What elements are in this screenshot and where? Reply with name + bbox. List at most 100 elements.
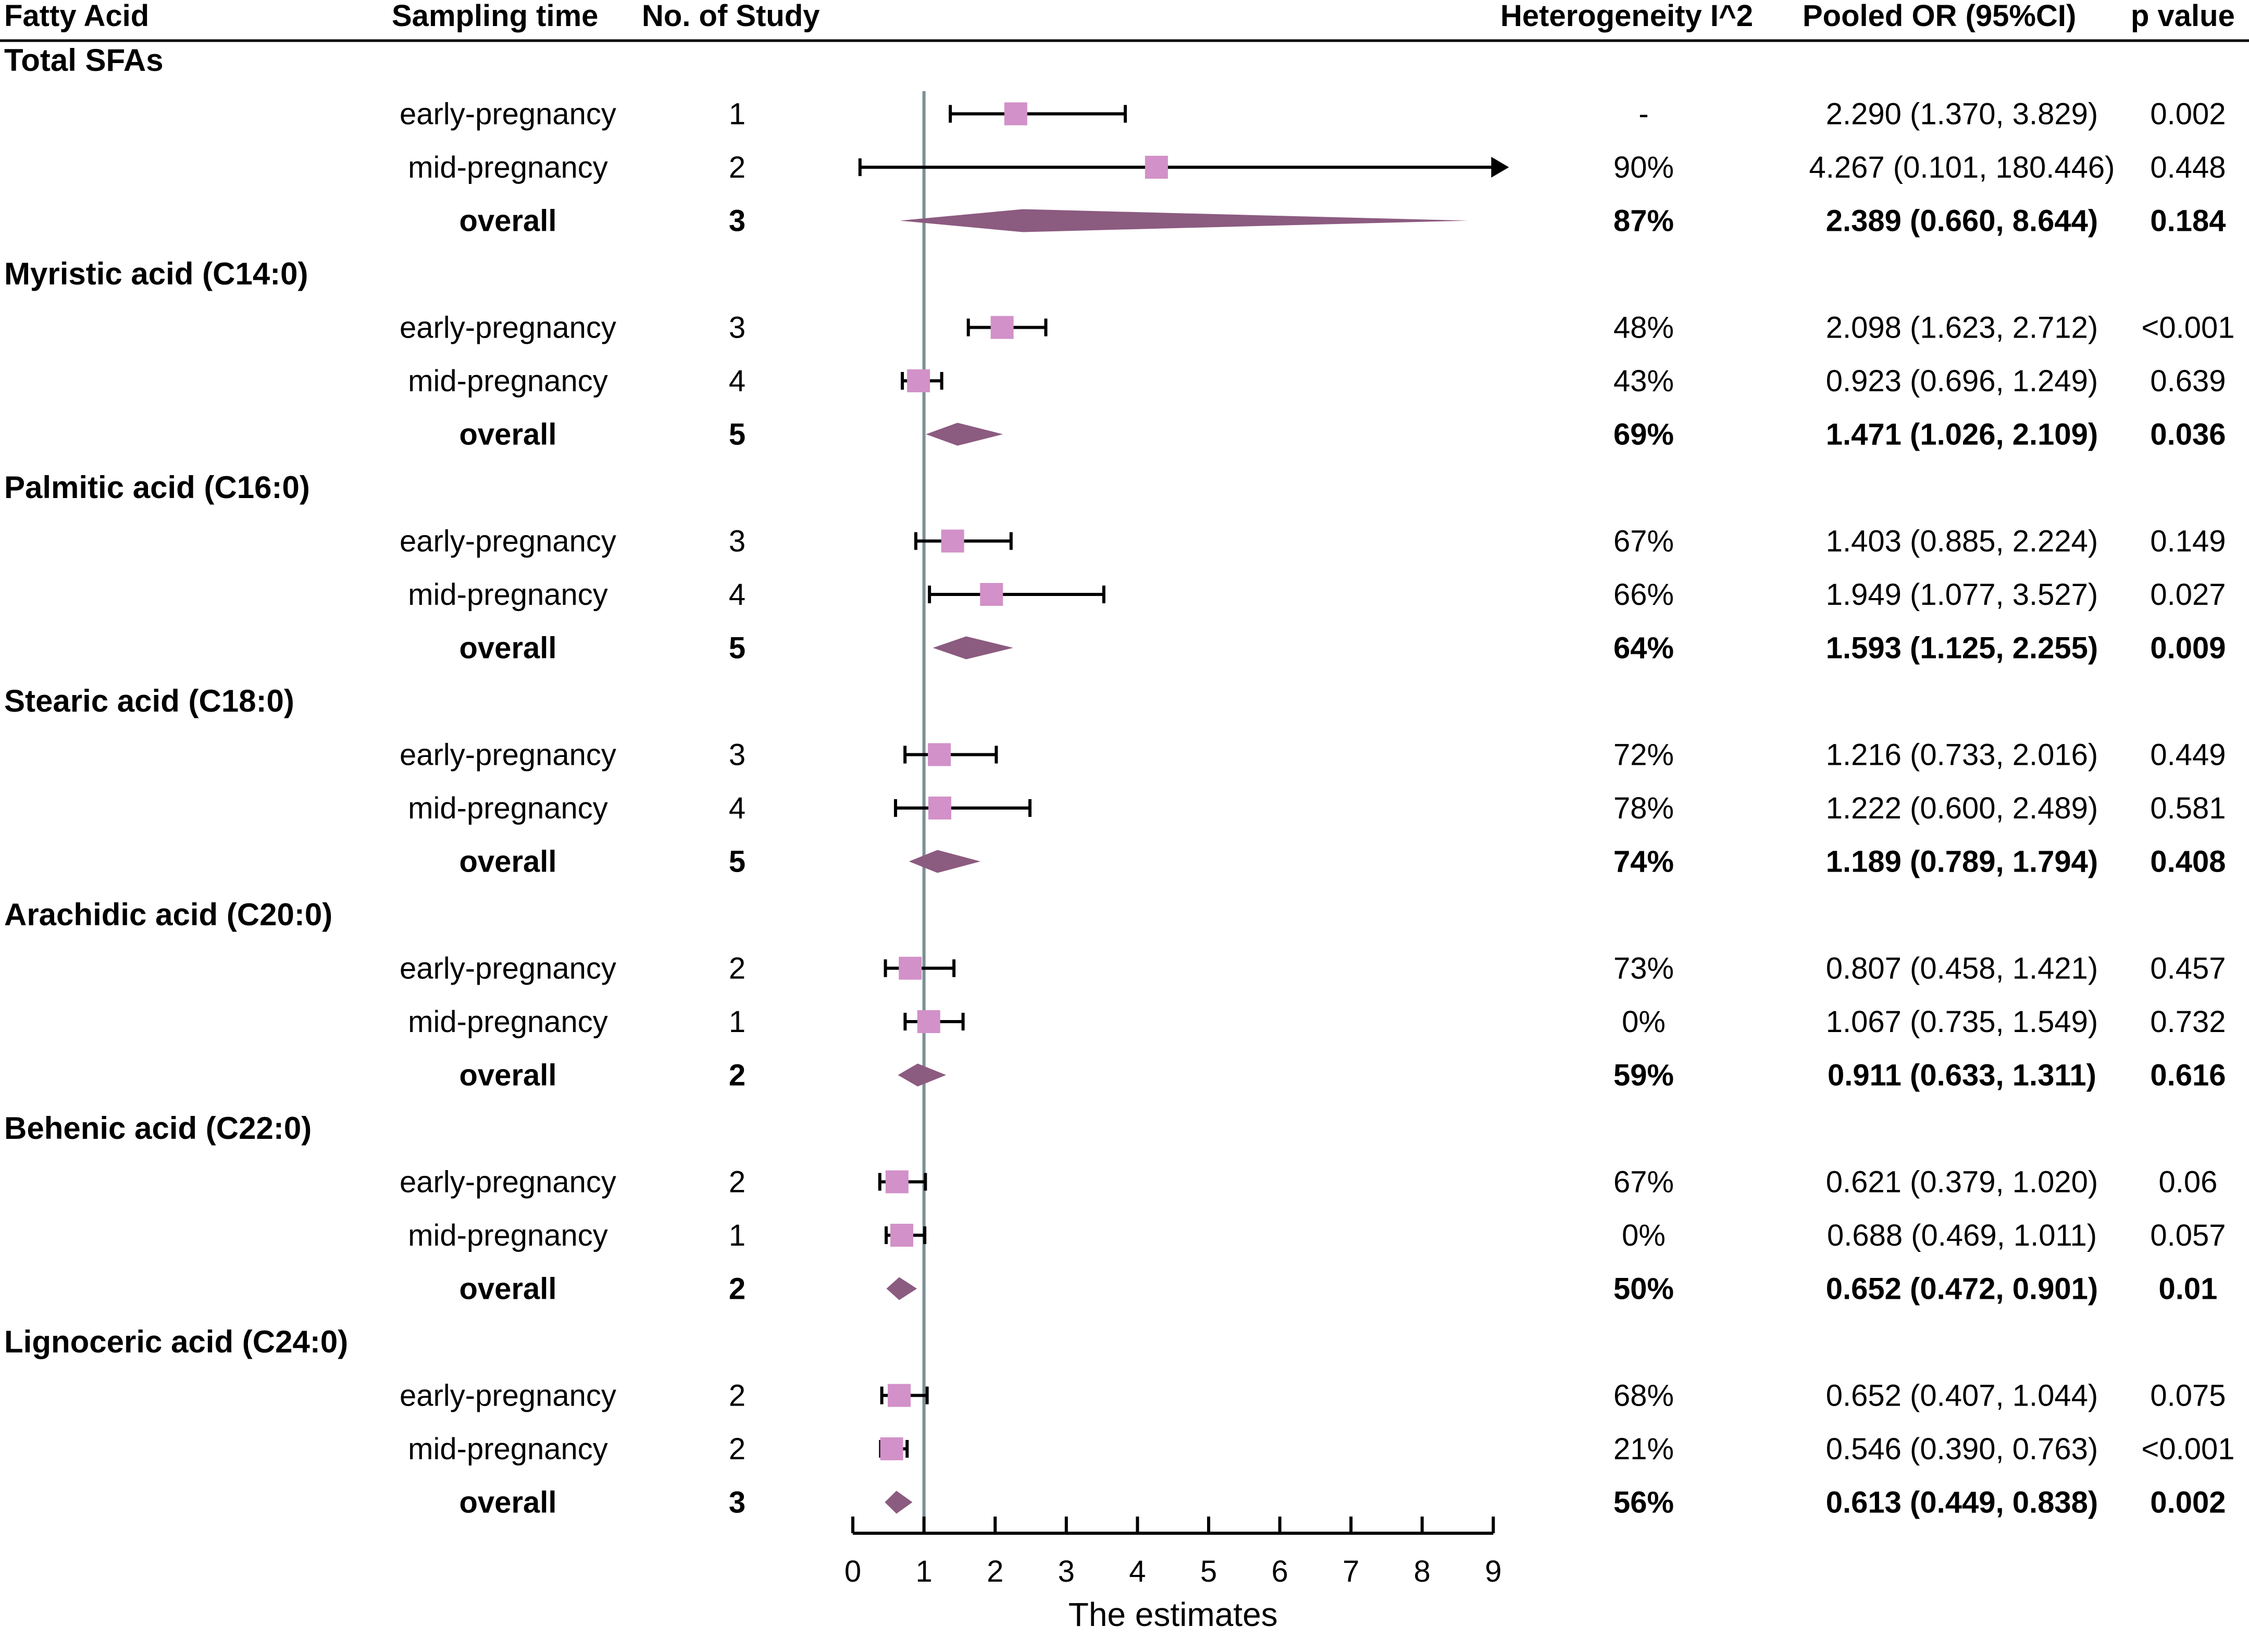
x-tick-label: 5 xyxy=(1200,1555,1217,1588)
sampling-time-cell: overall xyxy=(459,1272,557,1306)
point-estimate xyxy=(888,1384,911,1407)
group-0: Total SFAs early-pregnancy 1 - 2.290 (1.370,… xyxy=(4,43,2226,238)
sampling-time-cell: mid-pregnancy xyxy=(408,1005,608,1039)
study-count-cell: 1 xyxy=(729,1219,745,1252)
point-estimate xyxy=(1145,156,1168,179)
point-estimate xyxy=(917,1010,940,1033)
overall-row: overall 2 50% 0.652 (0.472, 0.901) 0.01 xyxy=(459,1272,2218,1306)
sampling-time-cell: mid-pregnancy xyxy=(408,151,608,184)
p-value-cell: 0.01 xyxy=(2159,1272,2218,1306)
heterogeneity-cell: 59% xyxy=(1613,1059,1674,1092)
heterogeneity-cell: 43% xyxy=(1613,364,1674,398)
heterogeneity-cell: 21% xyxy=(1613,1432,1674,1466)
heterogeneity-cell: 0% xyxy=(1622,1219,1666,1252)
study-row: mid-pregnancy 4 66% 1.949 (1.077, 3.527) 0.0… xyxy=(408,578,2226,612)
study-count-cell: 5 xyxy=(729,418,745,452)
heterogeneity-cell: 67% xyxy=(1613,525,1674,558)
p-value-cell: 0.457 xyxy=(2150,952,2226,986)
study-row: mid-pregnancy 2 90% 4.267 (0.101, 180.446) 0… xyxy=(408,151,2226,184)
p-value-cell: <0.001 xyxy=(2141,311,2234,345)
group-1: Myristic acid (C14:0) early-pregnancy 3 48%… xyxy=(4,256,2235,452)
heterogeneity-cell: 69% xyxy=(1613,418,1674,452)
study-row: early-pregnancy 2 73% 0.807 (0.458, 1.421) 0… xyxy=(400,952,2226,986)
study-count-cell: 2 xyxy=(729,1059,745,1092)
p-value-cell: 0.002 xyxy=(2150,97,2226,131)
study-row: early-pregnancy 1 - 2.290 (1.370, 3.829) 0.0… xyxy=(400,97,2226,131)
pooled-or-cell: 0.621 (0.379, 1.020) xyxy=(1826,1165,2098,1199)
pooled-or-cell: 0.652 (0.472, 0.901) xyxy=(1826,1272,2098,1306)
table-header: Fatty Acid Sampling time No. of Study He… xyxy=(0,0,2249,42)
x-tick-label: 2 xyxy=(987,1555,1003,1588)
pooled-or-cell: 1.216 (0.733, 2.016) xyxy=(1826,738,2098,772)
sampling-time-cell: early-pregnancy xyxy=(400,525,616,558)
sampling-time-cell: mid-pregnancy xyxy=(408,364,608,398)
overall-row: overall 5 64% 1.593 (1.125, 2.255) 0.009 xyxy=(459,631,2226,665)
p-value-cell: 0.057 xyxy=(2150,1219,2226,1252)
heterogeneity-cell: 0% xyxy=(1622,1005,1666,1039)
study-row: mid-pregnancy 4 43% 0.923 (0.696, 1.249) 0.6… xyxy=(408,364,2226,398)
study-row: mid-pregnancy 1 0% 1.067 (0.735, 1.549) 0.73… xyxy=(408,1005,2226,1039)
x-tick-label: 9 xyxy=(1485,1555,1501,1588)
header-p-value: p value xyxy=(2131,0,2235,33)
study-row: early-pregnancy 2 67% 0.621 (0.379, 1.020) 0… xyxy=(400,1165,2217,1199)
pooled-or-cell: 1.067 (0.735, 1.549) xyxy=(1826,1005,2098,1039)
overall-row: overall 3 56% 0.613 (0.449, 0.838) 0.002 xyxy=(459,1486,2226,1520)
point-estimate xyxy=(885,1170,909,1194)
study-count-cell: 1 xyxy=(729,97,745,131)
pooled-diamond xyxy=(886,1277,917,1300)
header-pooled-or: Pooled OR (95%CI) xyxy=(1803,0,2076,33)
p-value-cell: <0.001 xyxy=(2141,1432,2234,1466)
pooled-or-cell: 2.389 (0.660, 8.644) xyxy=(1826,204,2098,238)
heterogeneity-cell: 50% xyxy=(1613,1272,1674,1306)
heterogeneity-cell: 72% xyxy=(1613,738,1674,772)
p-value-cell: 0.639 xyxy=(2150,364,2226,398)
x-tick-label: 6 xyxy=(1271,1555,1288,1588)
point-estimate xyxy=(1004,102,1027,126)
x-tick-label: 3 xyxy=(1058,1555,1075,1588)
pooled-or-cell: 0.613 (0.449, 0.838) xyxy=(1826,1486,2098,1520)
study-row: early-pregnancy 3 72% 1.216 (0.733, 2.016) 0… xyxy=(400,738,2226,772)
heterogeneity-cell: 48% xyxy=(1613,311,1674,345)
x-axis: 0 1 2 3 4 5 6 7 8 9 The estimates xyxy=(844,1517,1502,1633)
pooled-diamond xyxy=(898,1063,947,1087)
pooled-or-cell: 4.267 (0.101, 180.446) xyxy=(1809,151,2115,184)
p-value-cell: 0.149 xyxy=(2150,525,2226,558)
heterogeneity-cell: 66% xyxy=(1613,578,1674,612)
pooled-or-cell: 1.471 (1.026, 2.109) xyxy=(1826,418,2098,452)
p-value-cell: 0.616 xyxy=(2150,1059,2226,1092)
point-estimate xyxy=(990,316,1014,339)
pooled-or-cell: 1.403 (0.885, 2.224) xyxy=(1826,525,2098,558)
x-tick-label: 4 xyxy=(1129,1555,1146,1588)
x-tick-label: 1 xyxy=(915,1555,932,1588)
heterogeneity-cell: - xyxy=(1638,97,1648,131)
sampling-time-cell: early-pregnancy xyxy=(400,1165,616,1199)
study-count-cell: 5 xyxy=(729,845,745,879)
overall-row: overall 3 87% 2.389 (0.660, 8.644) 0.184 xyxy=(459,204,2226,238)
study-count-cell: 4 xyxy=(729,578,745,612)
heterogeneity-cell: 68% xyxy=(1613,1379,1674,1413)
p-value-cell: 0.184 xyxy=(2150,204,2226,238)
pooled-or-cell: 0.807 (0.458, 1.421) xyxy=(1826,952,2098,986)
study-count-cell: 1 xyxy=(729,1005,745,1039)
header-no-of-study: No. of Study xyxy=(642,0,820,33)
heterogeneity-cell: 74% xyxy=(1613,845,1674,879)
study-count-cell: 2 xyxy=(729,151,745,184)
group-title: Total SFAs xyxy=(4,43,164,78)
header-sampling-time: Sampling time xyxy=(392,0,598,33)
study-count-cell: 3 xyxy=(729,738,745,772)
p-value-cell: 0.06 xyxy=(2159,1165,2218,1199)
x-tick-label: 8 xyxy=(1414,1555,1431,1588)
pooled-diamond xyxy=(909,850,981,873)
study-count-cell: 4 xyxy=(729,791,745,825)
pooled-or-cell: 2.098 (1.623, 2.712) xyxy=(1826,311,2098,345)
group-3: Stearic acid (C18:0) early-pregnancy 3 72% 1… xyxy=(4,684,2226,879)
study-row: early-pregnancy 3 48% 2.098 (1.623, 2.712) <… xyxy=(400,311,2234,345)
group-title: Myristic acid (C14:0) xyxy=(4,256,308,291)
sampling-time-cell: overall xyxy=(459,631,557,665)
pooled-diamond xyxy=(900,209,1468,232)
point-estimate xyxy=(928,797,951,819)
sampling-time-cell: overall xyxy=(459,204,557,238)
x-tick-label: 0 xyxy=(844,1555,861,1588)
study-count-cell: 2 xyxy=(729,1165,745,1199)
